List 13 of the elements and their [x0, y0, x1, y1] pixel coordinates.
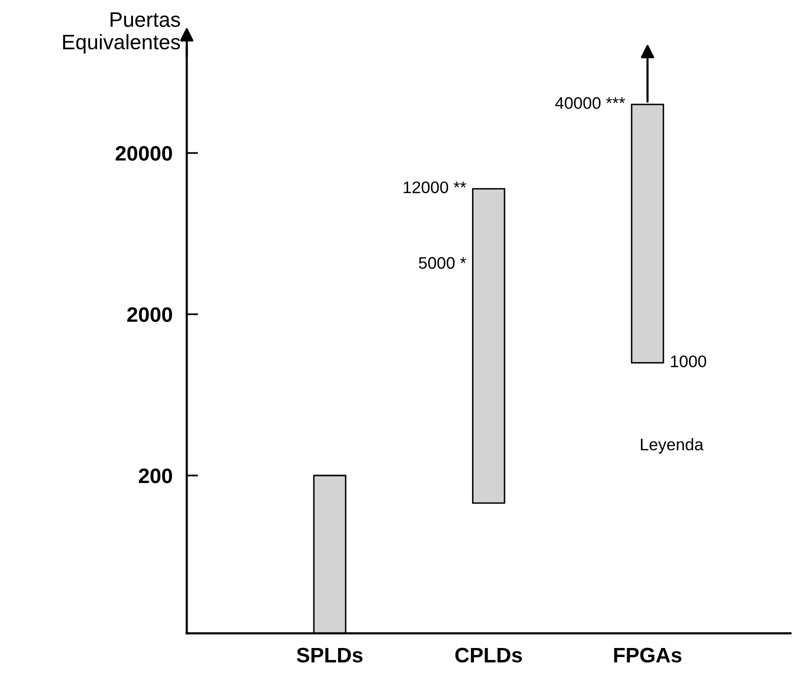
- bar: [472, 188, 506, 504]
- annotation: 40000 ***: [555, 97, 626, 109]
- y-axis-title: Puertas Equivalentes: [63, 12, 180, 54]
- x-tick-label: SPLDs: [296, 648, 362, 663]
- y-tick-label: 200: [138, 468, 172, 484]
- annotation: 12000 **: [404, 181, 466, 194]
- y-tick-label: 20000: [116, 146, 172, 161]
- y-tick-label: 2000: [127, 307, 172, 322]
- annotation: 1000: [671, 355, 706, 368]
- x-tick-label: FPGAs: [614, 648, 682, 663]
- x-tick-label: CPLDs: [455, 648, 522, 663]
- annotation: 5000 *: [418, 257, 466, 269]
- annotation: Leyenda: [640, 438, 704, 454]
